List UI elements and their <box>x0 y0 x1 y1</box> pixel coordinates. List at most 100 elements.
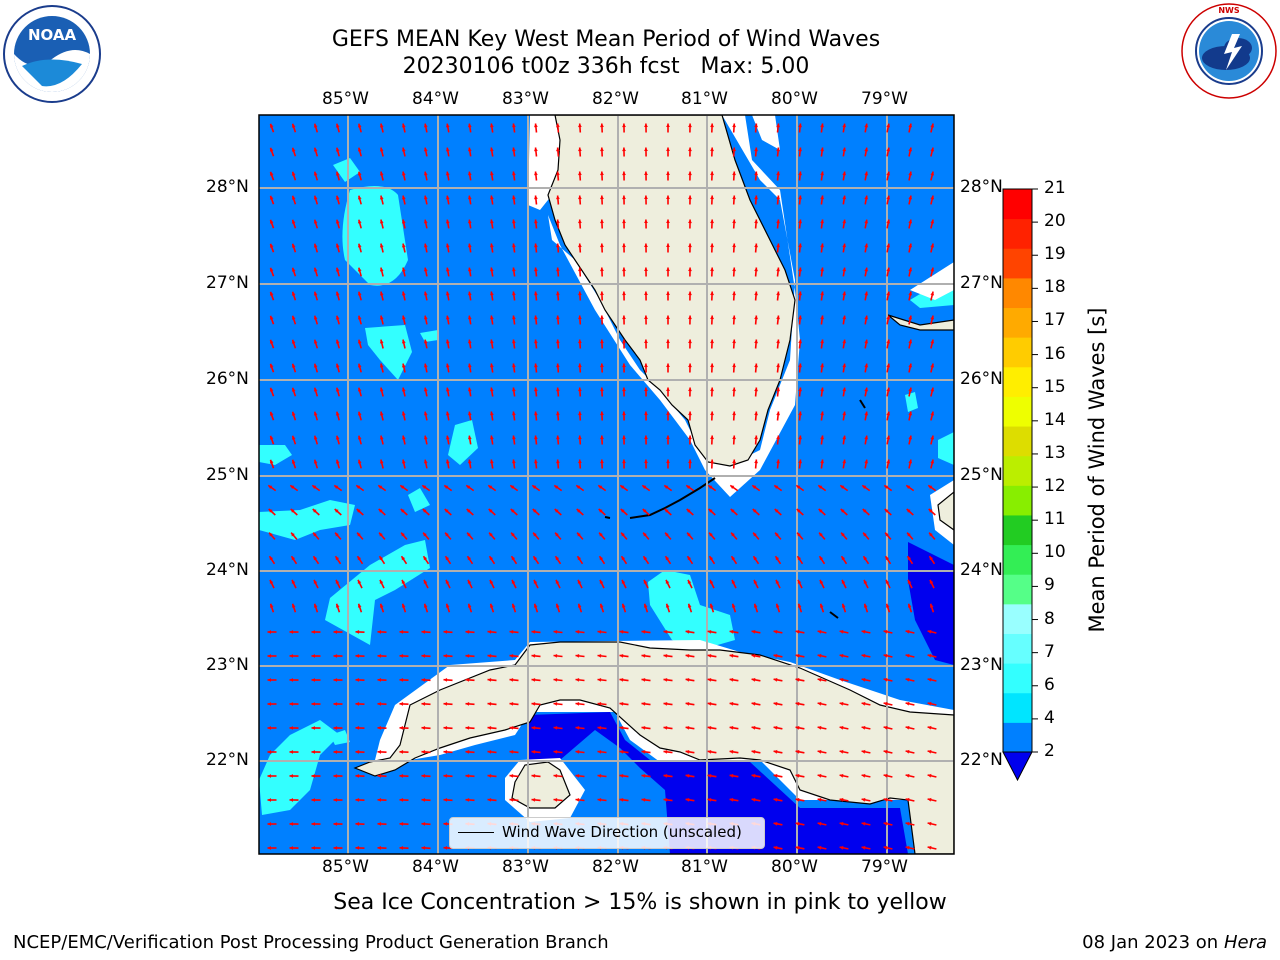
wind-arrow-head <box>688 387 692 392</box>
lon-tick: 82°W <box>592 89 639 109</box>
wind-arrow-head <box>820 195 824 200</box>
wind-arrow-head <box>729 653 734 658</box>
wind-arrow-head <box>641 702 646 706</box>
wind-arrow-head <box>930 243 935 248</box>
wind-arrow-head <box>379 291 384 296</box>
wind-arrow-head <box>930 147 935 152</box>
wind-arrow-head <box>445 291 450 296</box>
wind-arrow-head <box>817 725 822 730</box>
wind-arrow-head <box>798 243 802 248</box>
wind-arrow-head <box>267 678 271 682</box>
wind-arrow-head <box>490 219 494 224</box>
wind-arrow-head <box>576 485 581 489</box>
wind-arrow-head <box>754 243 758 248</box>
wind-arrow-head <box>600 147 604 152</box>
wind-arrow-head <box>355 726 360 730</box>
wind-arrow-head <box>445 147 450 152</box>
wind-arrow-head <box>798 291 802 296</box>
wind-arrow-head <box>644 435 648 439</box>
wind-arrow-head <box>534 147 538 152</box>
wind-arrow-head <box>269 532 273 537</box>
wind-arrow-head <box>445 243 450 248</box>
wind-arrow-head <box>644 243 648 247</box>
lat-tick: 24°N <box>960 560 1003 580</box>
colorbar-segment <box>1003 337 1032 368</box>
wind-arrow-head <box>820 291 824 296</box>
wind-arrow-head <box>488 485 493 489</box>
wind-arrow-head <box>688 315 692 320</box>
wind-arrow-head <box>663 726 668 730</box>
wind-arrow-head <box>443 630 448 634</box>
wind-arrow-head <box>732 171 736 176</box>
wind-arrow-head <box>597 798 602 802</box>
wind-arrow-head <box>576 509 581 513</box>
colorbar-segment <box>1003 426 1032 457</box>
wind-arrow-head <box>511 603 516 608</box>
colorbar-segment <box>1003 544 1032 575</box>
wind-arrow-head <box>445 339 450 344</box>
wind-arrow-head <box>864 243 869 248</box>
wind-arrow-head <box>883 725 888 730</box>
wind-arrow-head <box>377 630 382 634</box>
wind-arrow-head <box>578 291 582 296</box>
colorbar-tick-label: 2 <box>1044 741 1055 761</box>
wind-arrow-head <box>467 171 472 176</box>
wind-arrow-head <box>795 845 800 850</box>
wind-arrow-head <box>511 532 515 537</box>
wind-arrow-head <box>622 435 626 440</box>
wind-arrow-head <box>861 845 866 850</box>
wind-arrow-head <box>929 532 933 537</box>
colorbar-frame <box>1002 188 1033 753</box>
wind-arrow-head <box>886 123 891 128</box>
lat-tick: 22°N <box>960 750 1003 770</box>
wind-arrow-head <box>401 363 406 368</box>
wind-arrow-head <box>839 677 844 682</box>
wind-arrow-head <box>666 459 670 463</box>
wind-arrow-head <box>443 726 448 730</box>
wind-arrow-head <box>467 267 472 272</box>
wind-arrow-head <box>751 725 756 730</box>
wind-arrow-head <box>333 702 338 706</box>
wind-arrow-head <box>644 147 648 151</box>
wind-arrow-head <box>510 485 515 489</box>
wind-arrow-head <box>355 654 360 658</box>
sea-ice-note: Sea Ice Concentration > 15% is shown in … <box>333 890 947 915</box>
wind-arrow-head <box>578 435 582 440</box>
wind-arrow-head <box>798 459 802 464</box>
wind-arrow-head <box>465 750 470 754</box>
wind-arrow-head <box>313 363 318 368</box>
wind-arrow-head <box>599 556 604 561</box>
wind-arrow-head <box>797 579 802 584</box>
wind-arrow-head <box>710 171 714 176</box>
lat-tick: 27°N <box>206 273 249 293</box>
wind-arrow-head <box>533 532 537 537</box>
wind-arrow-head <box>685 630 690 634</box>
wind-arrow-head <box>355 678 360 682</box>
wind-arrow-head <box>291 195 296 200</box>
wind-arrow-head <box>729 725 734 730</box>
wind-arrow-head <box>907 532 911 537</box>
wind-arrow-head <box>644 315 648 319</box>
lon-tick: 83°W <box>502 857 549 877</box>
wind-arrow-head <box>445 459 450 464</box>
wind-arrow-head <box>621 532 625 537</box>
wind-arrow-head <box>905 773 910 778</box>
wind-arrow-head <box>930 195 935 200</box>
wind-arrow-head <box>842 387 847 392</box>
wind-arrow-head <box>269 315 274 320</box>
wind-arrow-head <box>534 123 538 128</box>
lat-tick: 26°N <box>960 369 1003 389</box>
wind-arrow-head <box>842 435 847 440</box>
wind-arrow-head <box>796 485 801 489</box>
wind-arrow-head <box>311 678 315 682</box>
wind-arrow-head <box>709 603 714 608</box>
wind-arrow-head <box>641 678 646 682</box>
wind-arrow-head <box>334 509 339 513</box>
wind-arrow-head <box>575 678 580 682</box>
cuba <box>353 641 954 854</box>
wind-arrow-head <box>291 579 296 584</box>
wind-arrow-head <box>883 629 888 634</box>
wind-arrow-head <box>707 750 712 754</box>
wind-arrow-head <box>732 363 736 368</box>
wind-arrow-head <box>908 363 913 368</box>
